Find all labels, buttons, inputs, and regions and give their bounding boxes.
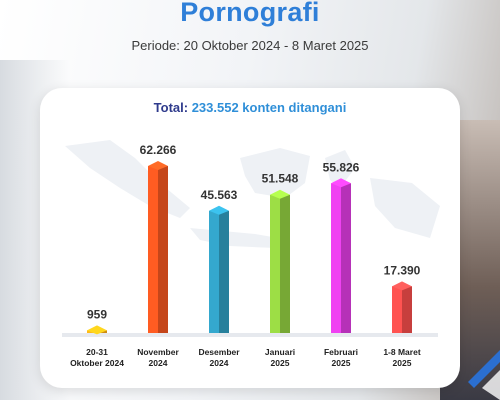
category-label: 2024 [210, 358, 229, 368]
bar-value-label: 45.563 [201, 188, 238, 202]
bar-face-right [219, 210, 229, 333]
bar-face-left [270, 194, 280, 333]
bar-cap [270, 189, 290, 199]
bar-4 [270, 189, 290, 333]
bar-value-label: 959 [87, 307, 107, 321]
bar-face-left [392, 286, 402, 333]
category-label: 2025 [271, 358, 290, 368]
category-label: Oktober 2024 [70, 358, 124, 368]
bar-5 [331, 178, 351, 333]
bar-face-right [280, 194, 290, 333]
bar-face-left [209, 210, 219, 333]
chart-card: Total: 233.552 konten ditangani 959 20-31… [40, 88, 460, 388]
category-label: 1-8 Maret [383, 347, 420, 357]
bar-face-left [331, 183, 341, 333]
total-value: 233.552 konten ditangani [191, 100, 347, 115]
category-label: Desember [198, 347, 240, 357]
bar-value-label: 51.548 [262, 172, 299, 186]
category-label: 20-31 [86, 347, 108, 357]
bar-cap [87, 325, 107, 335]
category-label: 2024 [149, 358, 168, 368]
map-silhouette [65, 140, 440, 248]
bar-3 [209, 205, 229, 333]
category-label: Februari [324, 347, 358, 357]
category-label: November [137, 347, 179, 357]
category-label: 2025 [332, 358, 351, 368]
total-prefix: Total: [153, 100, 192, 115]
bar-value-label: 55.826 [323, 160, 360, 174]
bar-1 [87, 325, 107, 335]
bar-value-label: 17.390 [384, 263, 421, 277]
bar-face-right [402, 286, 412, 333]
bar-6 [392, 281, 412, 333]
chart-baseline [62, 333, 438, 337]
bar-value-label: 62.266 [140, 143, 177, 157]
bar-cap [331, 178, 351, 188]
page-title: Pornografi [180, 0, 320, 27]
bar-face-right [158, 166, 168, 333]
bar-cap [148, 161, 168, 170]
corner-logo-mark [468, 350, 500, 400]
bar-face-right [341, 183, 351, 333]
period-subtitle: Periode: 20 Oktober 2024 - 8 Maret 2025 [131, 38, 369, 53]
total-summary: Total: 233.552 konten ditangani [40, 100, 460, 115]
bar-cap [209, 205, 229, 215]
bar-face-left [148, 166, 158, 333]
category-label: Januari [265, 347, 295, 357]
bar-2 [148, 161, 168, 333]
category-label: 2025 [393, 358, 412, 368]
bar-cap [392, 281, 412, 291]
